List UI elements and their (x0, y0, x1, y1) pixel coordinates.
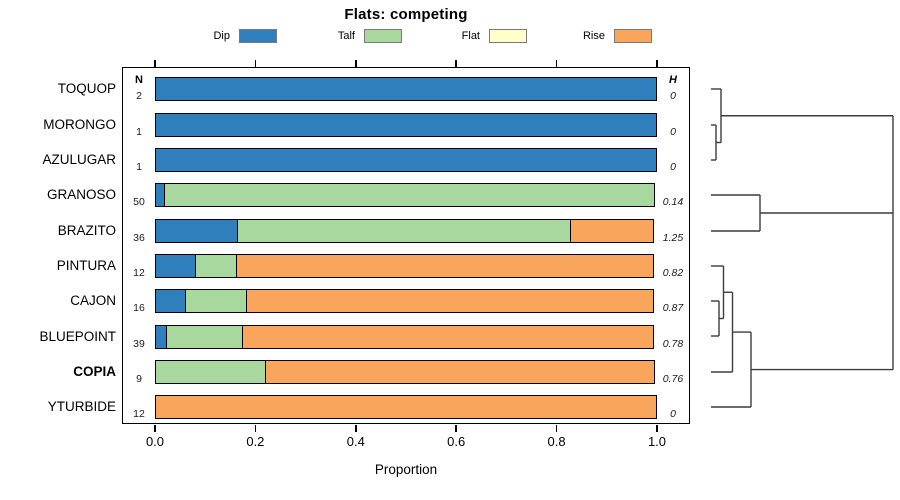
legend-item: Rise (581, 29, 706, 43)
legend: Dip Talf Flat Rise (206, 27, 706, 45)
h-value: 1.25 (662, 232, 684, 244)
legend-swatch (489, 29, 527, 43)
axis-tick (455, 424, 457, 432)
h-value: 0.87 (662, 302, 684, 314)
axis-tick (555, 60, 558, 67)
row-label: PINTURA (56, 258, 116, 273)
row-label: MORONGO (43, 117, 116, 132)
bar (155, 148, 657, 172)
axis-tick-label: 0.6 (447, 434, 466, 449)
bar-segment-talf (155, 360, 267, 384)
h-value: 0.82 (662, 267, 684, 279)
n-value: 1 (136, 161, 142, 173)
bar-segment-dip (155, 289, 187, 313)
bar-segment-dip (155, 219, 239, 243)
legend-label: Talf (337, 30, 355, 42)
axis-tick-label: 1.0 (647, 434, 667, 449)
n-value: 36 (133, 232, 145, 244)
row-label: BLUEPOINT (39, 329, 116, 344)
legend-label: Flat (461, 30, 480, 42)
bar-segment-talf (184, 289, 248, 313)
row-label: YTURBIDE (47, 399, 116, 414)
axis-tick-label: 0.2 (246, 434, 265, 449)
bar-segment-talf (166, 325, 244, 349)
legend-swatch (364, 29, 402, 43)
bar (155, 113, 657, 137)
h-value: 0 (670, 90, 676, 102)
row-label: TOQUOP (57, 81, 116, 96)
bar-segment-talf (163, 183, 656, 207)
row-label: COPIA (73, 364, 116, 379)
bar-segment-dip (155, 254, 197, 278)
row-label: AZULUGAR (42, 152, 116, 167)
h-value: 0 (670, 408, 676, 420)
bar-segment-talf (195, 254, 238, 278)
bar-segment-rise (235, 254, 654, 278)
axis-tick-label: 0.4 (346, 434, 365, 449)
axis-tick (154, 424, 156, 432)
bar-segment-rise (242, 325, 654, 349)
bar (155, 395, 657, 419)
legend-item: Flat (456, 29, 581, 43)
bar-segment-rise (265, 360, 656, 384)
legend-item: Dip (206, 29, 331, 43)
n-column-header: N (135, 74, 143, 86)
bar (155, 77, 657, 101)
bar (155, 219, 655, 243)
axis-tick (154, 60, 156, 67)
axis-tick (555, 424, 558, 432)
n-value: 9 (136, 373, 142, 385)
row-label: BRAZITO (57, 223, 116, 238)
bar (155, 289, 654, 313)
bar (155, 325, 654, 349)
bar-segment-dip (155, 77, 657, 101)
axis-tick-label: 0.8 (547, 434, 566, 449)
bar-segment-talf (237, 219, 572, 243)
bar (155, 254, 654, 278)
axis-tick (355, 424, 357, 432)
bar-segment-rise (246, 289, 654, 313)
axis-tick (355, 60, 357, 67)
n-value: 16 (133, 302, 145, 314)
n-value: 1 (136, 126, 142, 138)
bar-segment-rise (155, 395, 657, 419)
axis-tick (656, 424, 658, 432)
n-value: 12 (133, 267, 145, 279)
h-value: 0.78 (662, 338, 684, 350)
h-value: 0.14 (662, 196, 684, 208)
n-value: 2 (136, 90, 142, 102)
axis-tick (656, 60, 658, 67)
h-value: 0.76 (662, 373, 684, 385)
axis-tick (254, 60, 257, 67)
legend-swatch (239, 29, 277, 43)
n-value: 39 (133, 338, 145, 350)
row-label: CAJON (70, 293, 116, 308)
legend-label: Dip (213, 30, 230, 42)
n-value: 50 (133, 196, 145, 208)
h-column-header: H (669, 74, 677, 86)
legend-item: Talf (331, 29, 456, 43)
h-value: 0 (670, 126, 676, 138)
axis-tick (455, 60, 457, 67)
bar-segment-rise (570, 219, 655, 243)
row-label: GRANOSO (46, 187, 116, 202)
bar-segment-dip (155, 148, 657, 172)
bar (155, 360, 656, 384)
chart-title: Flats: competing (344, 6, 468, 23)
n-value: 12 (133, 408, 145, 420)
axis-tick (254, 424, 257, 432)
bar (155, 183, 656, 207)
legend-label: Rise (582, 30, 605, 42)
x-axis-label: Proportion (374, 462, 438, 477)
axis-tick-label: 0.0 (145, 434, 165, 449)
legend-swatch (614, 29, 652, 43)
h-value: 0 (670, 161, 676, 173)
bar-segment-dip (155, 113, 657, 137)
